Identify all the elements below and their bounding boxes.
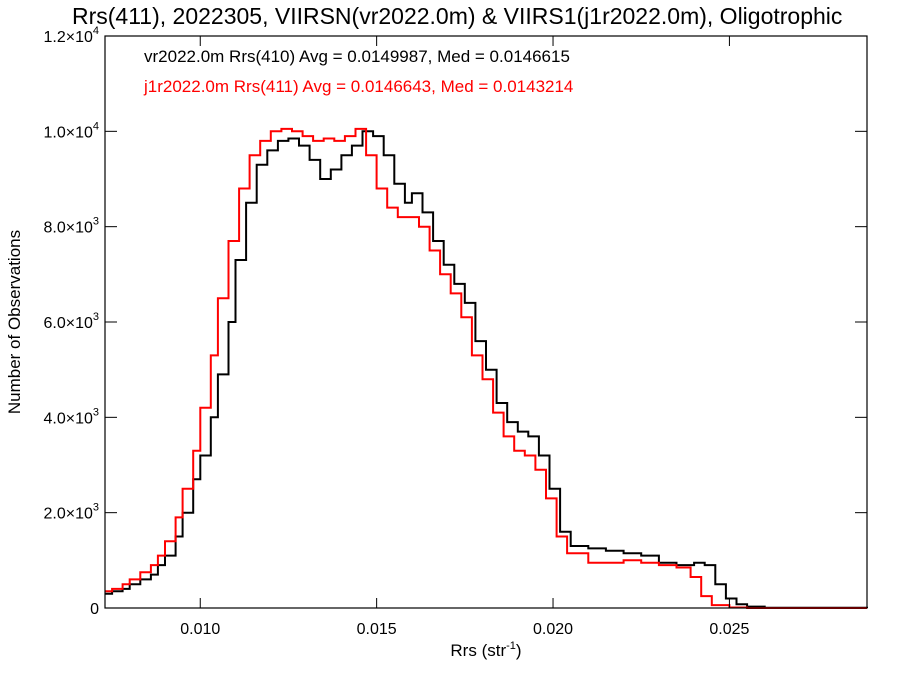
y-axis-label: Number of Observations (5, 230, 24, 414)
ticks-layer: 0.010 0.015 0.020 0.025 0 2.0×103 4.0×103 6.0×1… (43, 25, 867, 638)
series-line-black (105, 130, 868, 609)
series-line-red (105, 127, 867, 609)
annotation-black: vr2022.0m Rrs(410) Avg = 0.0149987, Med … (144, 47, 570, 66)
y-tick-label: 4.0×103 (43, 406, 99, 427)
series-layer (105, 127, 868, 609)
y-tick-label: 2.0×103 (43, 502, 99, 523)
x-tick-label: 0.025 (709, 621, 749, 638)
y-tick-label: 8.0×103 (43, 216, 99, 237)
x-tick-label: 0.020 (533, 621, 573, 638)
annotation-red: j1r2022.0m Rrs(411) Avg = 0.0146643, Med… (143, 77, 573, 96)
y-tick-label: 1.2×104 (43, 25, 99, 46)
x-tick-label: 0.015 (357, 621, 397, 638)
y-tick-label: 1.0×104 (43, 120, 99, 141)
x-tick-label: 0.010 (180, 621, 220, 638)
chart-title: Rrs(411), 2022305, VIIRSN(vr2022.0m) & V… (72, 3, 842, 29)
y-tick-label: 0 (90, 601, 99, 618)
x-axis-label: Rrs (str-1) (450, 640, 521, 660)
y-tick-label: 6.0×103 (43, 311, 99, 332)
